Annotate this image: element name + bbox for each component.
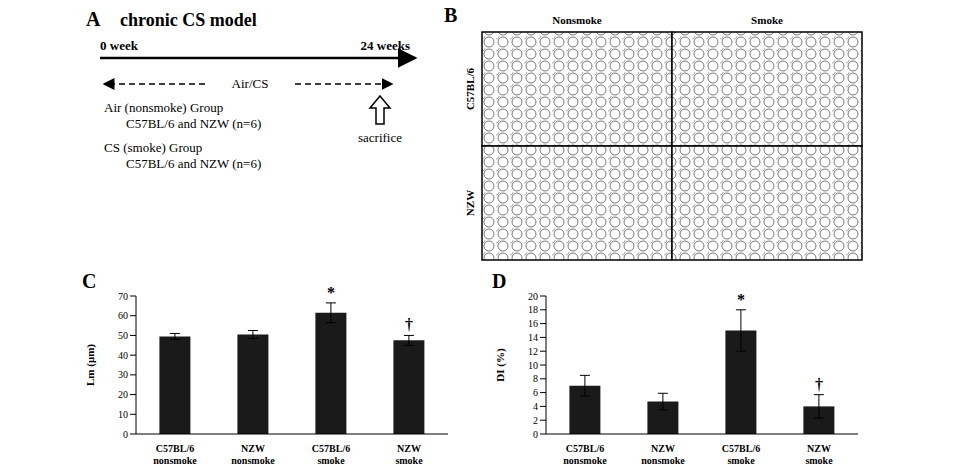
svg-text:B: B [444,4,457,26]
svg-text:6: 6 [533,387,538,398]
svg-text:CS (smoke) Group: CS (smoke) Group [104,140,202,155]
svg-text:A: A [86,8,101,30]
svg-text:C57BL/6 and NZW (n=6): C57BL/6 and NZW (n=6) [126,156,261,171]
svg-text:Air/CS: Air/CS [232,76,269,91]
svg-text:0: 0 [123,429,128,440]
svg-text:0 week: 0 week [100,38,139,53]
svg-text:10: 10 [528,360,538,371]
svg-text:50: 50 [118,330,128,341]
svg-text:NZW: NZW [464,190,476,216]
svg-text:14: 14 [528,332,538,343]
svg-text:0: 0 [533,429,538,440]
svg-text:*: * [327,284,335,301]
svg-text:12: 12 [528,346,538,357]
svg-text:NZWsmoke: NZWsmoke [805,443,833,466]
svg-text:C57BL/6smoke: C57BL/6smoke [312,443,350,466]
svg-text:18: 18 [528,304,538,315]
svg-text:20: 20 [118,389,128,400]
svg-text:NZWnonsmoke: NZWnonsmoke [231,443,275,466]
svg-text:20: 20 [528,291,538,302]
svg-text:C57BL/6: C57BL/6 [464,67,476,110]
svg-text:60: 60 [118,310,128,321]
svg-text:†: † [815,376,823,393]
svg-text:24 weeks: 24 weeks [361,38,410,53]
svg-text:NZWsmoke: NZWsmoke [395,443,423,466]
svg-text:30: 30 [118,369,128,380]
svg-text:4: 4 [533,401,538,412]
svg-text:2: 2 [533,415,538,426]
svg-text:8: 8 [533,373,538,384]
svg-text:70: 70 [118,291,128,302]
svg-text:C57BL/6nonsmoke: C57BL/6nonsmoke [153,443,197,466]
svg-text:40: 40 [118,350,128,361]
svg-text:C57BL/6 and NZW (n=6): C57BL/6 and NZW (n=6) [126,116,261,131]
svg-text:10: 10 [118,409,128,420]
svg-text:Smoke: Smoke [751,14,783,26]
html-text:C: C [82,270,97,292]
svg-text:chronic CS model: chronic CS model [120,10,257,30]
html-text:D: D [492,270,507,292]
svg-text:C57BL/6smoke: C57BL/6smoke [722,443,760,466]
svg-text:DI (%): DI (%) [494,348,507,382]
svg-text:C57BL/6nonsmoke: C57BL/6nonsmoke [563,443,607,466]
svg-text:NZWnonsmoke: NZWnonsmoke [641,443,685,466]
svg-text:sacrifice: sacrifice [358,130,402,145]
svg-text:Air (nonsmoke) Group: Air (nonsmoke) Group [104,100,223,115]
svg-text:Lm (μm): Lm (μm) [84,344,97,386]
svg-text:*: * [737,291,745,308]
svg-text:16: 16 [528,318,538,329]
svg-text:Nonsmoke: Nonsmoke [552,14,602,26]
svg-text:†: † [405,316,413,333]
